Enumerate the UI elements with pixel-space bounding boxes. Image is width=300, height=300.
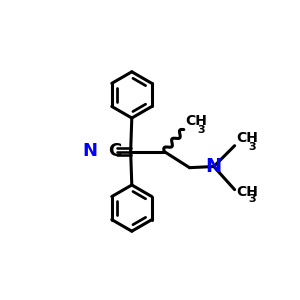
Text: 3: 3 bbox=[248, 142, 256, 152]
Text: 3: 3 bbox=[248, 194, 256, 204]
Text: CH: CH bbox=[236, 185, 258, 200]
Text: CH: CH bbox=[185, 114, 207, 128]
Text: 3: 3 bbox=[197, 124, 205, 135]
Text: N: N bbox=[206, 157, 222, 176]
Text: N: N bbox=[83, 142, 98, 160]
Text: CH: CH bbox=[236, 131, 258, 145]
Text: C: C bbox=[108, 142, 121, 160]
